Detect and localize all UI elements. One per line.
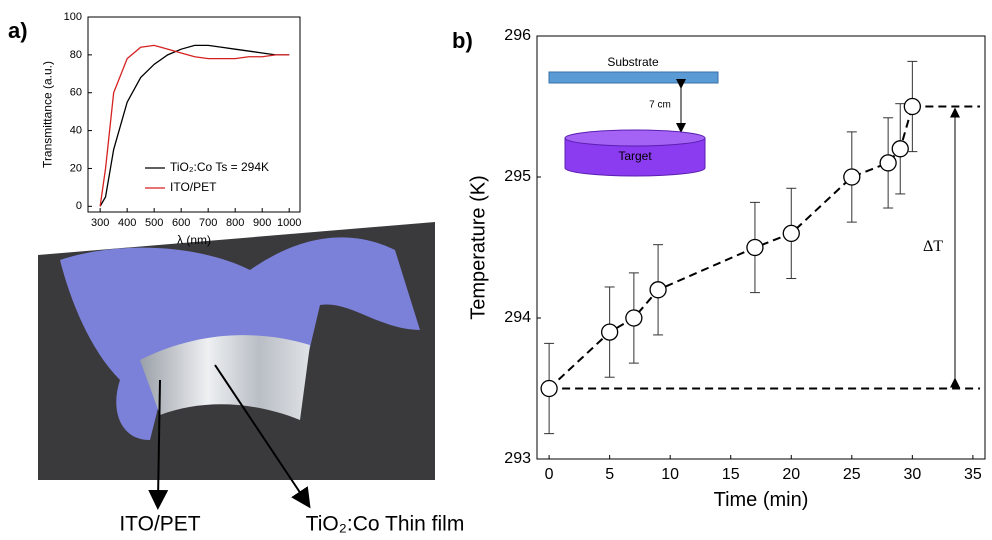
trend-line	[548, 106, 914, 390]
y-axis-label: Transmittance (a.u.)	[41, 61, 55, 168]
photo-label: ITO/PET	[119, 513, 200, 536]
x-tick-label: 800	[226, 217, 244, 229]
y-tick-label: 296	[504, 27, 531, 44]
y-tick-label: 293	[504, 450, 531, 467]
annotation: Target	[618, 149, 652, 163]
point	[746, 238, 764, 257]
y-tick-label: 80	[70, 49, 82, 61]
x-tick-label: 900	[253, 217, 271, 229]
x-tick-label: 1000	[277, 217, 301, 229]
point	[540, 379, 558, 398]
point	[625, 309, 643, 327]
legend-label: ITO/PET	[170, 180, 217, 194]
point	[649, 281, 667, 299]
schematic	[548, 71, 719, 177]
point	[600, 323, 619, 341]
y-tick-label: 100	[64, 11, 82, 23]
point	[782, 224, 800, 243]
legend-label: TiO₂:Co Ts = 294K	[170, 160, 269, 174]
point	[843, 168, 861, 186]
x-tick-label: 500	[145, 217, 163, 229]
series-line	[99, 44, 290, 207]
x-tick-label: 35	[964, 466, 982, 483]
photo-label: TiO₂:Co Thin film	[306, 513, 465, 536]
photo: ITO/PET TiO₂:Co Thin film	[38, 222, 464, 536]
x-tick-label: 15	[722, 466, 740, 483]
x-tick-label: 5	[605, 466, 614, 483]
y-tick-label: 294	[504, 309, 531, 326]
series-line	[99, 44, 290, 207]
x-tick-label: 25	[843, 466, 861, 483]
point	[903, 97, 922, 116]
x-axis-label: λ (nm)	[177, 233, 211, 247]
x-tick-label: 0	[545, 466, 554, 483]
x-tick-label: 30	[903, 466, 921, 483]
panel-label: b)	[452, 28, 473, 53]
plot-frame	[536, 35, 986, 460]
point	[879, 154, 897, 172]
y-tick-label: 295	[504, 168, 531, 185]
x-tick-label: 600	[172, 217, 190, 229]
annotation: Substrate	[607, 55, 659, 69]
x-axis-label: Time (min)	[714, 489, 809, 511]
x-tick-label: 10	[661, 466, 679, 483]
y-axis-label: Temperature (K)	[468, 175, 490, 320]
x-tick-label: 20	[782, 466, 800, 483]
annotation: ΔT	[923, 238, 943, 255]
y-tick-label: 0	[76, 200, 82, 212]
plot-frame	[87, 16, 301, 213]
y-tick-label: 60	[70, 87, 82, 99]
x-tick-label: 400	[118, 217, 136, 229]
annotation: 7 cm	[649, 100, 671, 111]
panel-label: a)	[8, 18, 28, 43]
y-tick-label: 20	[70, 162, 82, 174]
point	[891, 140, 909, 158]
y-tick-label: 40	[70, 124, 82, 136]
x-tick-label: 300	[91, 217, 109, 229]
x-tick-label: 700	[199, 217, 217, 229]
